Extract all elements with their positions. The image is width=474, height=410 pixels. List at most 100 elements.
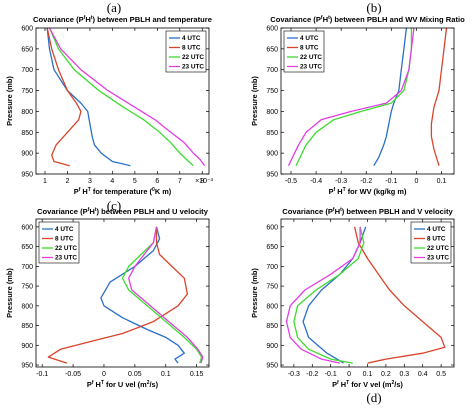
y-axis-label: Pressure (mb) bbox=[5, 268, 14, 318]
y-tick-label: 800 bbox=[266, 109, 278, 116]
y-tick-label: 850 bbox=[266, 130, 278, 137]
panel-letter-c: (c) bbox=[107, 198, 121, 213]
legend-box bbox=[283, 30, 325, 73]
x-tick-label: 0 bbox=[414, 178, 418, 185]
series-line-22-utc bbox=[48, 27, 194, 167]
chart-title: Covariance (PfHt) between PBLH and V vel… bbox=[282, 207, 453, 216]
y-tick-label: 800 bbox=[266, 303, 278, 310]
y-tick-label: 950 bbox=[21, 363, 33, 370]
x-tick-label: 0.1 bbox=[363, 371, 373, 378]
panel-letter-d: (d) bbox=[366, 390, 381, 405]
x-tick-label: 0 bbox=[347, 371, 351, 378]
legend: 4 UTC 8 UTC 22 UTC 23 UTC bbox=[165, 30, 207, 73]
legend-entry: 22 UTC bbox=[427, 245, 449, 252]
x-tick-label: 0.15 bbox=[190, 371, 204, 378]
chart-panel-4: Covariance (PfHt) between PBLH and V vel… bbox=[250, 207, 455, 389]
y-tick-label: 700 bbox=[266, 264, 278, 271]
legend: 4 UTC 8 UTC 22 UTC 23 UTC bbox=[38, 221, 80, 264]
x-tick-label: 0.2 bbox=[381, 371, 391, 378]
y-tick-label: 750 bbox=[266, 284, 278, 291]
series-line-8-utc bbox=[430, 27, 448, 166]
y-tick-label: 600 bbox=[266, 224, 278, 231]
series-line-8-utc bbox=[46, 27, 82, 167]
legend: 4 UTC 8 UTC 22 UTC 23 UTC bbox=[410, 221, 452, 264]
x-tick-label: -0.2 bbox=[360, 178, 372, 185]
y-tick-label: 900 bbox=[21, 343, 33, 350]
legend-entry: 23 UTC bbox=[300, 64, 322, 71]
y-tick-label: 950 bbox=[266, 172, 278, 179]
x-tick-label: 2 bbox=[66, 178, 70, 185]
legend-entry: 22 UTC bbox=[300, 54, 322, 61]
legend-entry: 4 UTC bbox=[55, 226, 74, 233]
chart-panel-3: Covariance (PfHt) between PBLH and U vel… bbox=[5, 207, 210, 389]
legend-entry: 23 UTC bbox=[182, 64, 204, 71]
chart-title: Covariance (PfHt) between PBLH and U vel… bbox=[37, 207, 209, 216]
y-tick-label: 650 bbox=[21, 46, 33, 53]
y-tick-label: 750 bbox=[21, 88, 33, 95]
y-tick-label: 700 bbox=[266, 67, 278, 74]
y-tick-label: 800 bbox=[21, 109, 33, 116]
legend-entry: 22 UTC bbox=[55, 245, 77, 252]
x-tick-label: -0.05 bbox=[65, 371, 81, 378]
series-line-4-utc bbox=[373, 27, 408, 167]
x-axis-label: Pf HT for temperature (0K m) bbox=[74, 187, 172, 196]
axes-box bbox=[280, 27, 455, 175]
panel-letter-a: (a) bbox=[107, 0, 121, 15]
series-line-23-utc bbox=[48, 27, 206, 167]
series-line-8-utc bbox=[353, 226, 446, 364]
x-exponent-label: ×10⁻³ bbox=[195, 178, 214, 185]
x-tick-label: 0.1 bbox=[437, 178, 447, 185]
series-line-4-utc bbox=[100, 226, 185, 364]
y-tick-label: 900 bbox=[266, 343, 278, 350]
x-tick-label: 0.5 bbox=[436, 371, 446, 378]
chart-panel-2: Covariance (PfHt) between PBLH and WV Mi… bbox=[250, 15, 465, 196]
x-axis-label: Pf HT for U vel (m2/s) bbox=[87, 380, 159, 389]
y-tick-label: 600 bbox=[21, 224, 33, 231]
legend-entry: 23 UTC bbox=[427, 255, 449, 262]
y-tick-label: 950 bbox=[21, 172, 33, 179]
y-tick-label: 650 bbox=[21, 244, 33, 251]
x-tick-label: -0.1 bbox=[385, 178, 397, 185]
x-tick-label: 0 bbox=[102, 371, 106, 378]
y-tick-label: 650 bbox=[266, 244, 278, 251]
x-tick-label: 8 bbox=[200, 178, 204, 185]
y-axis-label: Pressure (mb) bbox=[250, 76, 259, 126]
x-tick-label: -0.3 bbox=[335, 178, 347, 185]
x-tick-label: 0.3 bbox=[399, 371, 409, 378]
x-tick-label: 3 bbox=[88, 178, 92, 185]
legend-entry: 8 UTC bbox=[182, 45, 201, 52]
legend-entry: 22 UTC bbox=[182, 54, 204, 61]
y-tick-label: 900 bbox=[266, 151, 278, 158]
y-tick-label: 650 bbox=[266, 46, 278, 53]
x-tick-label: 7 bbox=[178, 178, 182, 185]
y-tick-label: 700 bbox=[21, 67, 33, 74]
y-tick-label: 750 bbox=[21, 284, 33, 291]
legend-entry: 4 UTC bbox=[182, 35, 201, 42]
x-tick-label: 0.4 bbox=[418, 371, 428, 378]
series-line-4-utc bbox=[302, 226, 367, 364]
legend-entry: 8 UTC bbox=[55, 236, 74, 243]
x-tick-label: -0.4 bbox=[310, 178, 322, 185]
y-tick-label: 850 bbox=[21, 130, 33, 137]
chart-title: Covariance (PfHt) between PBLH and WV Mi… bbox=[270, 15, 465, 24]
y-tick-label: 700 bbox=[21, 264, 33, 271]
y-axis-label: Pressure (mb) bbox=[250, 268, 259, 318]
series-line-23-utc bbox=[287, 27, 415, 166]
panel-letter-b: (b) bbox=[366, 0, 381, 15]
series-line-4-utc bbox=[46, 27, 131, 167]
x-tick-label: 5 bbox=[133, 178, 137, 185]
y-tick-label: 950 bbox=[266, 363, 278, 370]
legend-entry: 4 UTC bbox=[427, 226, 446, 233]
y-tick-label: 750 bbox=[266, 88, 278, 95]
y-tick-label: 850 bbox=[21, 323, 33, 330]
x-tick-label: -0.2 bbox=[306, 371, 318, 378]
x-tick-label: -0.3 bbox=[288, 371, 300, 378]
x-tick-label: 1 bbox=[43, 178, 47, 185]
x-tick-label: 0.05 bbox=[128, 371, 142, 378]
series-line-23-utc bbox=[285, 226, 361, 364]
x-tick-label: -0.5 bbox=[285, 178, 297, 185]
x-tick-label: -0.1 bbox=[325, 371, 337, 378]
y-tick-label: 800 bbox=[21, 303, 33, 310]
